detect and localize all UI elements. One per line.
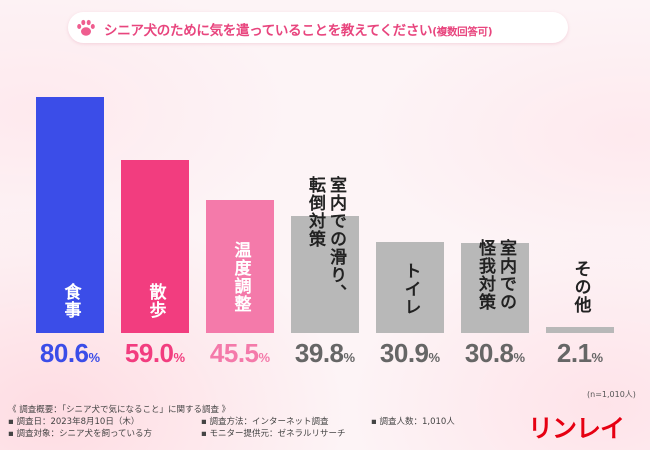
notes-target: ▪ 調査対象：シニア犬を飼っている方 [8,429,153,439]
bar-label-text: 室内での滑り、 [326,176,346,302]
chart-title-main: シニア犬のために気を遣っていることを教えてください [104,23,433,39]
bar-6 [461,242,529,333]
value-unit: % [591,350,604,365]
value-number: 45.5 [209,338,259,368]
value-label-1: 80.6% [25,338,115,369]
value-label-6: 30.8% [450,338,540,369]
bar-label-2: 散歩 [121,283,189,319]
bar-2 [121,160,189,333]
value-unit: % [258,350,271,365]
notes-count: ▪ 調査人数：1,010人 [371,417,455,427]
bar-label-6: 室内での 怪我対策 [461,239,529,311]
value-label-4: 39.8% [280,338,370,369]
notes-heading: 《 調査概要：「シニア犬で気になること」に関する調査 》 [8,405,231,415]
paw-icon [77,19,95,36]
value-unit: % [173,350,186,365]
value-number: 2.1 [556,338,592,368]
bar-4 [291,216,359,333]
bar-label-7: その他 [546,260,614,314]
chart-title: シニア犬のために気を遣っていることを教えてください(複数回答可) [104,19,493,39]
bar-7 [546,326,614,333]
value-number: 39.8 [294,338,344,368]
value-unit: % [343,350,356,365]
chart-title-note: (複数回答可) [432,26,493,38]
bar-label-3: 温度調整 [206,241,274,313]
notes-method: ▪ 調査方法：インターネット調査 [201,417,329,427]
bar-label-text: 怪我対策 [475,239,495,311]
bar-label-text: 散歩 [145,283,166,319]
bar-label-text: 室内での [496,239,516,311]
bar-label-text: トイレ [400,262,421,316]
notes-date: ▪ 調査日：2023年8月10日（木） [8,417,140,427]
bar-1 [36,96,104,333]
chart-title-bar: シニア犬のために気を遣っていることを教えてください(複数回答可) [68,12,568,43]
bar-label-text: 食事 [60,283,81,319]
bar-3 [206,199,274,333]
value-label-2: 59.0% [110,338,200,369]
bar-label-5: トイレ [376,262,444,316]
bar-5 [376,242,444,333]
bar-label-1: 食事 [36,283,104,319]
bar-label-text: その他 [570,260,591,314]
value-label-7: 2.1% [535,338,625,369]
notes-provider: ▪ モニター提供元：ゼネラルリサーチ [201,429,346,439]
sample-size: (n=1,010人) [587,390,636,399]
value-label-5: 30.9% [365,338,455,369]
bar-label-text: 転倒対策 [305,176,325,248]
value-number: 30.9 [379,338,429,368]
value-number: 80.6 [39,338,89,368]
value-number: 30.8 [464,338,514,368]
value-unit: % [88,350,101,365]
value-label-3: 45.5% [195,338,285,369]
value-unit: % [428,350,441,365]
bar-label-text: 温度調整 [230,241,251,313]
value-unit: % [513,350,526,365]
value-number: 59.0 [124,338,174,368]
brand-logo: リンレイ [528,414,625,443]
bar-label-4: 室内での滑り、 転倒対策 [291,176,359,302]
